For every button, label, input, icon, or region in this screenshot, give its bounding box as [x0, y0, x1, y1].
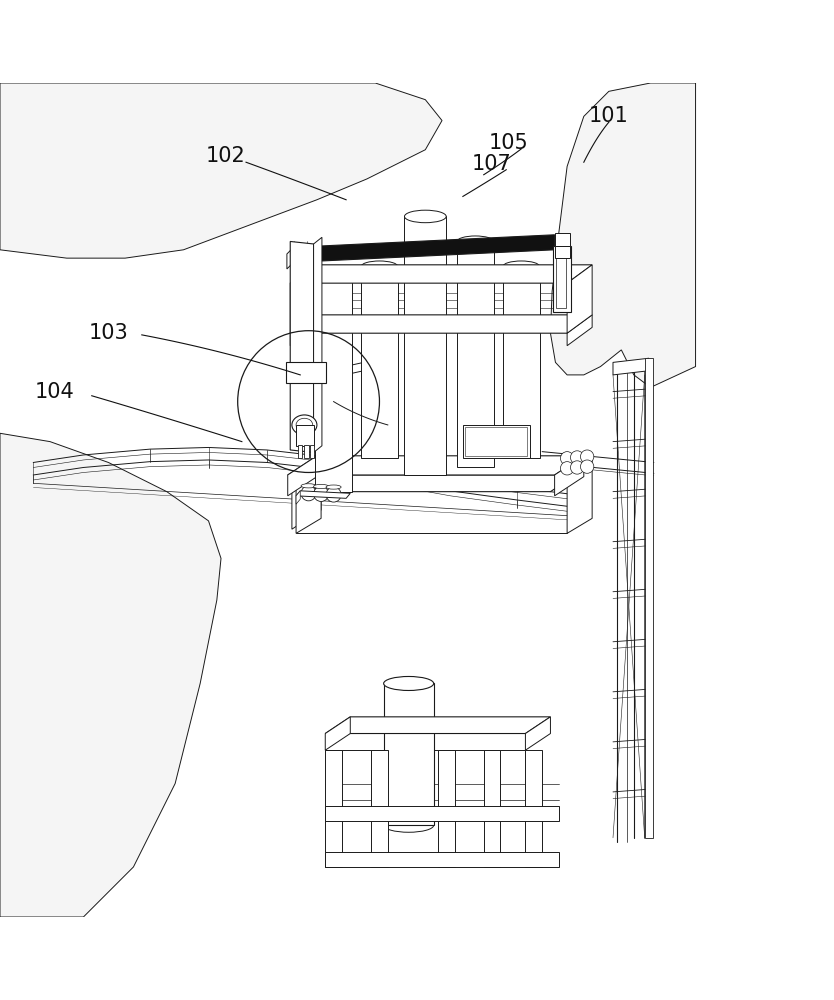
Text: 101: 101: [589, 106, 629, 126]
Bar: [556, 250, 566, 308]
Circle shape: [560, 462, 574, 475]
Bar: [438, 750, 455, 867]
Bar: [553, 246, 571, 312]
Ellipse shape: [503, 261, 540, 272]
Bar: [404, 216, 446, 475]
Bar: [463, 425, 530, 458]
Polygon shape: [292, 472, 580, 492]
Ellipse shape: [326, 485, 341, 489]
Bar: [298, 445, 302, 458]
Bar: [525, 750, 542, 867]
Polygon shape: [290, 241, 314, 452]
Polygon shape: [525, 717, 550, 750]
Circle shape: [580, 450, 594, 463]
Bar: [325, 806, 559, 821]
Polygon shape: [287, 247, 294, 269]
Circle shape: [301, 486, 316, 501]
Bar: [371, 750, 388, 867]
Bar: [484, 750, 500, 867]
Bar: [296, 425, 314, 446]
Ellipse shape: [315, 269, 352, 280]
Polygon shape: [290, 265, 592, 283]
Polygon shape: [567, 315, 592, 346]
Text: 104: 104: [34, 382, 74, 402]
Ellipse shape: [361, 261, 398, 272]
Text: 107: 107: [472, 154, 512, 174]
Polygon shape: [292, 472, 321, 529]
Polygon shape: [288, 456, 317, 496]
Circle shape: [570, 451, 584, 464]
Bar: [310, 445, 314, 458]
Bar: [325, 750, 342, 867]
Bar: [555, 246, 570, 258]
Ellipse shape: [457, 236, 494, 247]
Polygon shape: [296, 460, 592, 475]
Text: 105: 105: [489, 133, 529, 153]
Ellipse shape: [314, 484, 329, 489]
Bar: [315, 275, 352, 492]
Polygon shape: [555, 456, 584, 496]
Polygon shape: [613, 358, 649, 375]
Bar: [465, 427, 527, 456]
Polygon shape: [290, 315, 592, 333]
Polygon shape: [290, 265, 315, 333]
Polygon shape: [294, 235, 555, 262]
Ellipse shape: [296, 418, 313, 432]
Bar: [555, 233, 570, 246]
Polygon shape: [296, 460, 321, 533]
Ellipse shape: [384, 676, 434, 690]
Bar: [304, 445, 309, 458]
Circle shape: [560, 452, 574, 465]
Polygon shape: [288, 456, 584, 475]
Bar: [457, 241, 494, 467]
Polygon shape: [325, 717, 550, 734]
Polygon shape: [567, 265, 592, 333]
Bar: [645, 358, 653, 838]
Polygon shape: [296, 491, 350, 498]
Bar: [503, 266, 540, 458]
Polygon shape: [296, 491, 300, 504]
Ellipse shape: [301, 484, 316, 488]
Circle shape: [326, 487, 341, 502]
PathPatch shape: [550, 83, 696, 387]
Text: 103: 103: [88, 323, 128, 343]
Circle shape: [570, 461, 584, 474]
Polygon shape: [567, 460, 592, 533]
Ellipse shape: [292, 415, 317, 435]
PathPatch shape: [0, 433, 221, 917]
Polygon shape: [314, 237, 322, 452]
Bar: [361, 266, 398, 458]
Text: 102: 102: [205, 146, 245, 166]
Bar: [325, 852, 559, 867]
Circle shape: [314, 486, 329, 501]
Polygon shape: [286, 362, 326, 383]
Polygon shape: [325, 717, 350, 750]
Circle shape: [580, 460, 594, 473]
PathPatch shape: [0, 83, 442, 258]
Bar: [384, 683, 434, 825]
Polygon shape: [290, 315, 315, 346]
Ellipse shape: [404, 210, 446, 223]
